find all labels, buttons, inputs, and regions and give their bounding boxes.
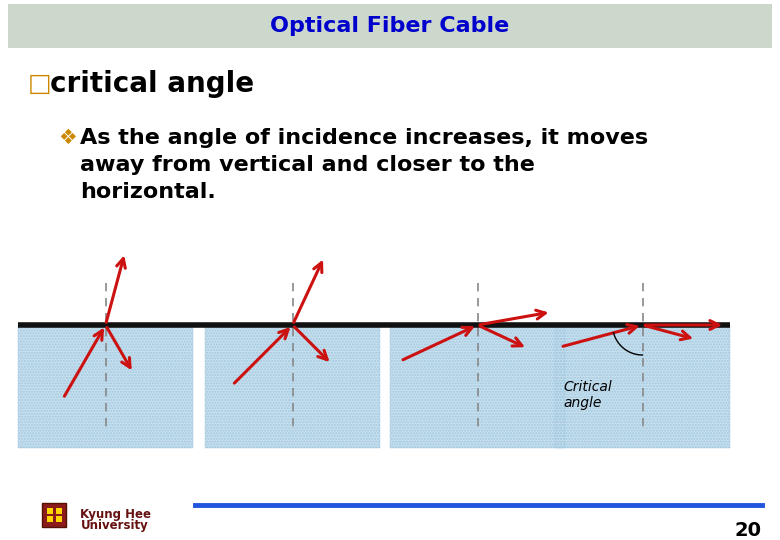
Text: Critical
angle: Critical angle (563, 380, 612, 410)
Text: away from vertical and closer to the: away from vertical and closer to the (80, 155, 535, 175)
Text: 20: 20 (735, 521, 762, 539)
Text: critical angle: critical angle (50, 70, 254, 98)
Bar (205, 325, 380, 448)
Text: Optical Fiber Cable: Optical Fiber Cable (271, 16, 509, 36)
Bar (18, 325, 193, 448)
Text: horizontal.: horizontal. (80, 182, 216, 202)
Bar (47, 508, 53, 514)
Bar (8, 4, 772, 48)
Bar (56, 508, 62, 514)
Text: ❖: ❖ (58, 128, 76, 148)
Text: University: University (81, 519, 149, 532)
Text: As the angle of incidence increases, it moves: As the angle of incidence increases, it … (80, 128, 648, 148)
Bar (205, 325, 380, 448)
Bar (56, 516, 62, 522)
Bar (18, 325, 193, 448)
Bar (555, 325, 730, 448)
Text: Kyung Hee: Kyung Hee (80, 508, 151, 521)
Bar (47, 516, 53, 522)
Bar (42, 503, 66, 527)
Bar (555, 325, 730, 448)
Text: □: □ (28, 72, 51, 96)
Bar (390, 325, 565, 448)
Bar (390, 325, 565, 448)
